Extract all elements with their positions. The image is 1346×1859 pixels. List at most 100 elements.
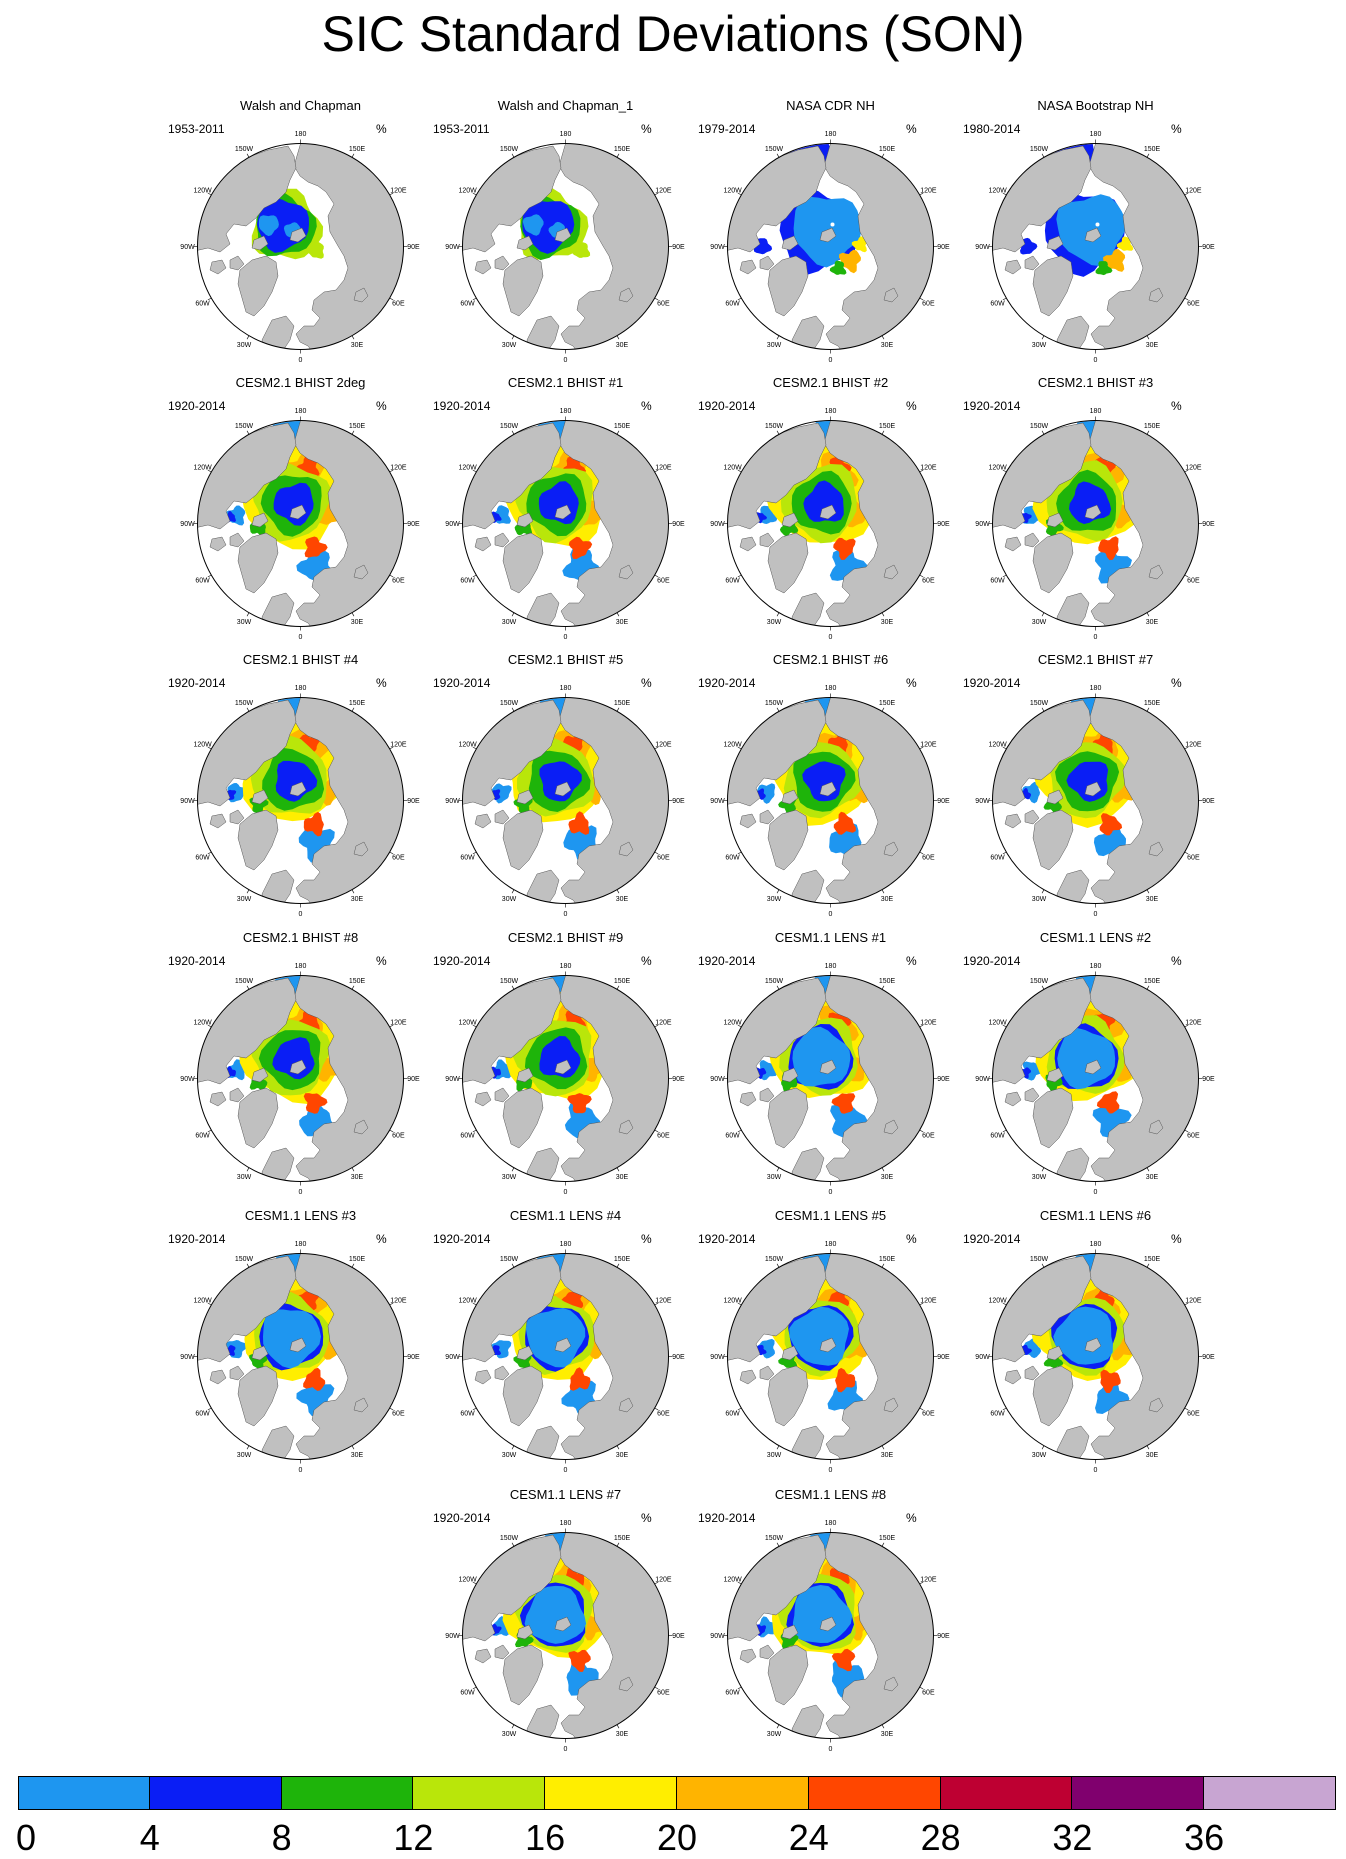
panel-period: 1920-2014 bbox=[698, 676, 756, 690]
panel-period: 1920-2014 bbox=[433, 954, 491, 968]
map-panel: CESM2.1 BHIST #7 1920-2014% 180 150W 150E 120… bbox=[963, 652, 1228, 927]
longitude-label: 90E bbox=[672, 244, 685, 251]
longitude-label: 30W bbox=[502, 1174, 517, 1181]
panel-title: CESM2.1 BHIST #5 bbox=[507, 652, 624, 667]
longitude-label: 0 bbox=[829, 1746, 833, 1753]
longitude-label: 180 bbox=[560, 131, 572, 138]
longitude-label: 180 bbox=[825, 685, 837, 692]
longitude-label: 0 bbox=[564, 634, 568, 641]
panel-period: 1920-2014 bbox=[168, 1232, 226, 1246]
longitude-label: 150E bbox=[879, 1535, 896, 1542]
panel-period: 1920-2014 bbox=[698, 1232, 756, 1246]
longitude-label: 90E bbox=[1202, 1076, 1215, 1083]
longitude-label: 120W bbox=[723, 465, 742, 472]
longitude-label: 180 bbox=[560, 963, 572, 970]
longitude-label: 0 bbox=[564, 357, 568, 364]
longitude-label: 90E bbox=[672, 1633, 685, 1640]
panel-title: CESM2.1 BHIST #6 bbox=[772, 652, 889, 667]
longitude-label: 180 bbox=[560, 408, 572, 415]
longitude-label: 120W bbox=[988, 188, 1007, 195]
longitude-label: 150W bbox=[1030, 978, 1049, 985]
longitude-label: 150W bbox=[1030, 1256, 1049, 1263]
longitude-label: 90E bbox=[407, 521, 420, 528]
longitude-label: 120W bbox=[458, 188, 477, 195]
panel-title: CESM1.1 LENS #6 bbox=[1039, 1208, 1152, 1223]
longitude-label: 90E bbox=[672, 1076, 685, 1083]
longitude-label: 30W bbox=[237, 1452, 252, 1459]
longitude-label: 120W bbox=[193, 1020, 212, 1027]
longitude-label: 90E bbox=[672, 1354, 685, 1361]
longitude-label: 60E bbox=[392, 1133, 405, 1140]
longitude-label: 120W bbox=[988, 742, 1007, 749]
longitude-label: 60W bbox=[460, 1690, 475, 1697]
longitude-label: 120E bbox=[655, 1577, 672, 1584]
longitude-label: 180 bbox=[1090, 685, 1102, 692]
longitude-label: 180 bbox=[825, 1241, 837, 1248]
longitude-label: 120E bbox=[920, 1020, 937, 1027]
colorbar-tick-label: 12 bbox=[393, 1817, 434, 1858]
longitude-label: 150W bbox=[765, 700, 784, 707]
longitude-label: 120E bbox=[655, 742, 672, 749]
longitude-label: 60E bbox=[392, 1411, 405, 1418]
panel-period: 1953-2011 bbox=[433, 122, 490, 136]
longitude-label: 90W bbox=[445, 798, 460, 805]
polar-map: 180 150W 150E 120W 120E 90W 90E 60W 60E 30W 30E 0 bbox=[963, 952, 1228, 1205]
panel-unit: % bbox=[1171, 676, 1182, 690]
longitude-label: 60W bbox=[460, 855, 475, 862]
longitude-label: 90E bbox=[1202, 244, 1215, 251]
map-panel: CESM2.1 BHIST 2deg 1920-2014% 180 150W 150E 1… bbox=[168, 375, 433, 650]
longitude-label: 180 bbox=[1090, 408, 1102, 415]
longitude-label: 120W bbox=[988, 465, 1007, 472]
longitude-label: 150E bbox=[879, 423, 896, 430]
longitude-label: 90W bbox=[445, 244, 460, 251]
longitude-label: 90W bbox=[445, 1076, 460, 1083]
longitude-label: 30E bbox=[1146, 619, 1159, 626]
panel-unit: % bbox=[641, 1232, 652, 1246]
longitude-label: 30E bbox=[881, 896, 894, 903]
longitude-label: 60E bbox=[657, 578, 670, 585]
longitude-label: 90E bbox=[937, 1633, 950, 1640]
longitude-label: 90W bbox=[445, 521, 460, 528]
longitude-label: 120W bbox=[193, 742, 212, 749]
longitude-label: 30E bbox=[351, 896, 364, 903]
longitude-label: 30E bbox=[1146, 1174, 1159, 1181]
longitude-label: 150E bbox=[614, 1535, 631, 1542]
longitude-label: 120W bbox=[988, 1020, 1007, 1027]
longitude-label: 150W bbox=[235, 423, 254, 430]
panel-unit: % bbox=[641, 1511, 652, 1525]
polar-map: 180 150W 150E 120W 120E 90W 90E 60W 60E 30W 30E 0 bbox=[168, 674, 433, 927]
longitude-label: 150W bbox=[765, 1256, 784, 1263]
longitude-label: 30E bbox=[351, 619, 364, 626]
longitude-label: 180 bbox=[825, 1520, 837, 1527]
colorbar-tick-label: 32 bbox=[1052, 1817, 1093, 1858]
map-panel: CESM2.1 BHIST #6 1920-2014% 180 150W 150E 120… bbox=[698, 652, 963, 927]
longitude-label: 150E bbox=[349, 423, 366, 430]
longitude-label: 150W bbox=[1030, 146, 1049, 153]
polar-map: 180 150W 150E 120W 120E 90W 90E 60W 60E 30W 30E 0 bbox=[698, 397, 963, 650]
longitude-label: 150E bbox=[1144, 1256, 1161, 1263]
longitude-label: 150W bbox=[765, 146, 784, 153]
panel-period: 1920-2014 bbox=[168, 399, 226, 413]
longitude-label: 180 bbox=[295, 685, 307, 692]
panel-unit: % bbox=[906, 1511, 917, 1525]
longitude-label: 150E bbox=[349, 978, 366, 985]
map-panel: CESM2.1 BHIST #1 1920-2014% 180 150W 150E 120… bbox=[433, 375, 698, 650]
map-panel: Walsh and Chapman 1953-2011% 180 150W 150E 12… bbox=[168, 98, 433, 373]
longitude-label: 30E bbox=[351, 342, 364, 349]
longitude-label: 120E bbox=[1185, 465, 1202, 472]
map-panel: CESM1.1 LENS #2 1920-2014% 180 150W 150E 120W… bbox=[963, 930, 1228, 1205]
panel-unit: % bbox=[641, 399, 652, 413]
longitude-label: 90W bbox=[180, 1076, 195, 1083]
longitude-label: 30W bbox=[767, 342, 782, 349]
longitude-label: 120E bbox=[390, 1298, 407, 1305]
longitude-label: 60W bbox=[195, 1411, 210, 1418]
longitude-label: 30E bbox=[881, 342, 894, 349]
sea-ice-field bbox=[251, 188, 324, 260]
longitude-label: 180 bbox=[825, 131, 837, 138]
longitude-label: 180 bbox=[295, 131, 307, 138]
longitude-label: 30W bbox=[237, 619, 252, 626]
panel-period: 1920-2014 bbox=[168, 954, 226, 968]
longitude-label: 0 bbox=[299, 634, 303, 641]
map-panel: CESM2.1 BHIST #3 1920-2014% 180 150W 150E 120… bbox=[963, 375, 1228, 650]
longitude-label: 0 bbox=[829, 911, 833, 918]
